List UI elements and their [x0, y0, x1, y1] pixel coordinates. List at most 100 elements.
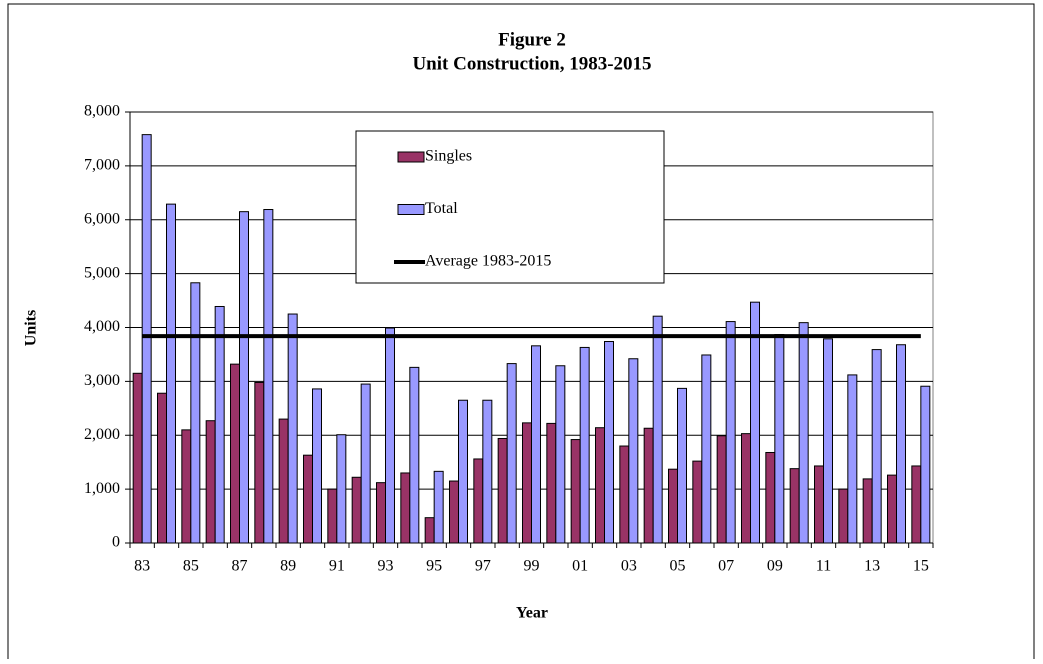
x-tick-label: 97: [475, 558, 491, 575]
bar: [604, 341, 615, 544]
x-tick-label: 15: [913, 558, 929, 575]
bar: [652, 315, 663, 544]
bar: [813, 465, 824, 544]
bar: [278, 418, 289, 544]
bar: [375, 482, 387, 544]
bar: [838, 488, 849, 544]
x-tick-label: 11: [816, 558, 831, 575]
bar: [555, 365, 566, 544]
bar: [327, 488, 338, 544]
bar: [886, 474, 897, 544]
legend-label: Average 1983-2015: [425, 253, 551, 270]
bar: [448, 480, 460, 544]
bar: [458, 399, 469, 544]
bar: [360, 383, 371, 544]
y-tick-label: 6,000: [84, 210, 120, 227]
bar: [750, 301, 761, 544]
bar: [594, 427, 605, 544]
bar: [579, 346, 590, 544]
x-tick-label: 87: [232, 558, 248, 575]
bar: [205, 420, 216, 544]
bar: [677, 387, 688, 544]
bar: [862, 478, 873, 544]
bar: [400, 472, 411, 544]
x-tick-label: 93: [378, 558, 394, 575]
x-tick-label: 91: [329, 558, 345, 575]
x-tick-label: 95: [426, 558, 442, 575]
bar: [506, 363, 517, 544]
bar: [181, 429, 192, 544]
bar: [692, 460, 703, 544]
x-tick-label: 85: [183, 558, 199, 575]
bar: [774, 334, 785, 544]
chart-subtitle: Unit Construction, 1983-2015: [412, 53, 651, 74]
bar: [570, 439, 581, 544]
y-tick-label: 8,000: [84, 103, 120, 120]
bar: [424, 517, 435, 544]
x-tick-label: 83: [134, 558, 150, 575]
bar: [701, 354, 712, 544]
y-tick-label: 4,000: [84, 318, 120, 335]
y-tick-label: 0: [112, 534, 120, 551]
bar: [871, 349, 882, 544]
bar: [911, 465, 922, 544]
bar: [287, 313, 298, 544]
bar: [302, 454, 314, 544]
bar: [409, 366, 420, 544]
x-tick-label: 13: [864, 558, 880, 575]
bar: [497, 437, 508, 544]
x-tick-label: 03: [621, 558, 637, 575]
bar: [473, 458, 484, 544]
bar: [433, 470, 444, 544]
bar: [847, 374, 858, 544]
x-tick-label: 89: [280, 558, 296, 575]
legend-label: Total: [425, 200, 458, 217]
bar: [190, 282, 201, 544]
bar: [312, 388, 323, 544]
bar: [336, 434, 347, 544]
x-tick-label: 01: [572, 558, 588, 575]
bar: [214, 305, 225, 544]
bar: [628, 358, 639, 544]
y-tick-label: 7,000: [84, 157, 120, 174]
y-tick-label: 3,000: [84, 372, 120, 389]
bar: [351, 476, 362, 544]
bar: [725, 321, 736, 544]
y-tick-label: 5,000: [84, 264, 120, 281]
bar: [141, 134, 152, 544]
bar: [765, 451, 776, 544]
y-tick-label: 1,000: [84, 480, 120, 497]
bar: [619, 445, 630, 544]
bar: [740, 433, 751, 544]
bar: [239, 211, 250, 544]
legend-swatch: [397, 151, 425, 163]
bar: [920, 385, 931, 544]
x-axis-title: Year: [516, 605, 548, 622]
chart-title: Figure 2: [498, 29, 566, 50]
bar: [132, 372, 143, 544]
bar: [166, 203, 177, 544]
bar: [823, 338, 834, 544]
bar: [643, 427, 654, 544]
bar: [263, 209, 274, 544]
x-tick-label: 05: [670, 558, 686, 575]
x-tick-label: 99: [524, 558, 540, 575]
bar: [789, 468, 800, 544]
bar: [156, 392, 168, 544]
legend-swatch: [397, 204, 425, 215]
bar: [385, 327, 396, 544]
bar: [521, 422, 532, 544]
y-tick-label: 2,000: [84, 426, 120, 443]
bar: [716, 435, 727, 544]
x-tick-label: 09: [767, 558, 783, 575]
legend-label: Singles: [425, 148, 472, 165]
bar: [482, 399, 493, 544]
y-axis-title: Units: [23, 310, 40, 346]
bar: [667, 468, 678, 544]
x-tick-label: 07: [718, 558, 734, 575]
bar: [531, 345, 542, 544]
bar: [229, 363, 241, 544]
bar: [896, 344, 907, 544]
bar: [254, 381, 265, 544]
